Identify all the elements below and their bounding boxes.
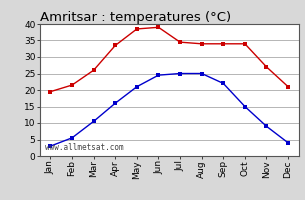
Text: Amritsar : temperatures (°C): Amritsar : temperatures (°C)	[40, 11, 231, 24]
Text: www.allmetsat.com: www.allmetsat.com	[45, 143, 124, 152]
